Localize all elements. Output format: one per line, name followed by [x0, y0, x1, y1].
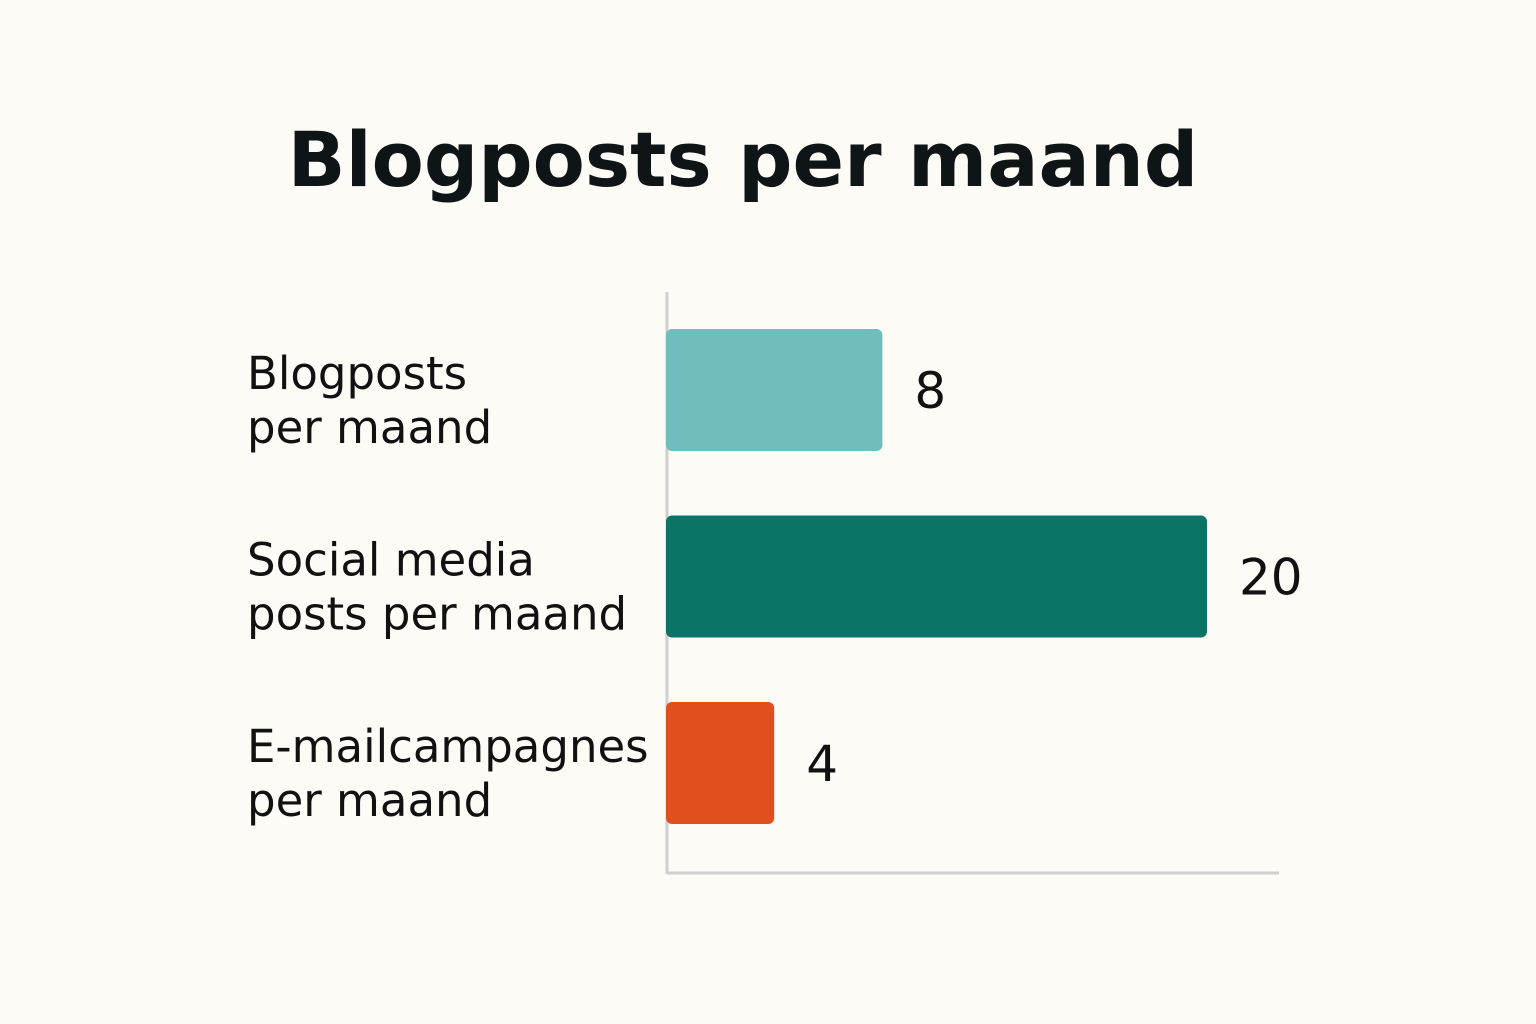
value-label-2: 4: [806, 735, 838, 793]
category-label-1: Social media posts per maand: [247, 534, 627, 641]
category-label-line: Blogposts: [247, 347, 467, 400]
bar-1: [666, 515, 1207, 638]
category-label-line: Social media: [247, 534, 535, 587]
value-label-0: 8: [914, 362, 946, 420]
category-label-line: E-mailcampagnes: [247, 720, 649, 773]
value-label-1: 20: [1239, 549, 1303, 607]
bar-0: [666, 329, 883, 451]
bar-2: [666, 702, 775, 824]
category-label-line: per maand: [247, 401, 492, 454]
bars-group: [666, 329, 1207, 824]
category-label-2: E-mailcampagnes per maand: [247, 720, 649, 827]
chart-title: Blogposts per maand: [287, 115, 1199, 204]
category-label-line: per maand: [247, 774, 492, 827]
category-label-0: Blogposts per maand: [247, 347, 492, 454]
category-label-line: posts per maand: [247, 588, 627, 641]
value-labels-group: 8 20 4: [806, 362, 1302, 793]
